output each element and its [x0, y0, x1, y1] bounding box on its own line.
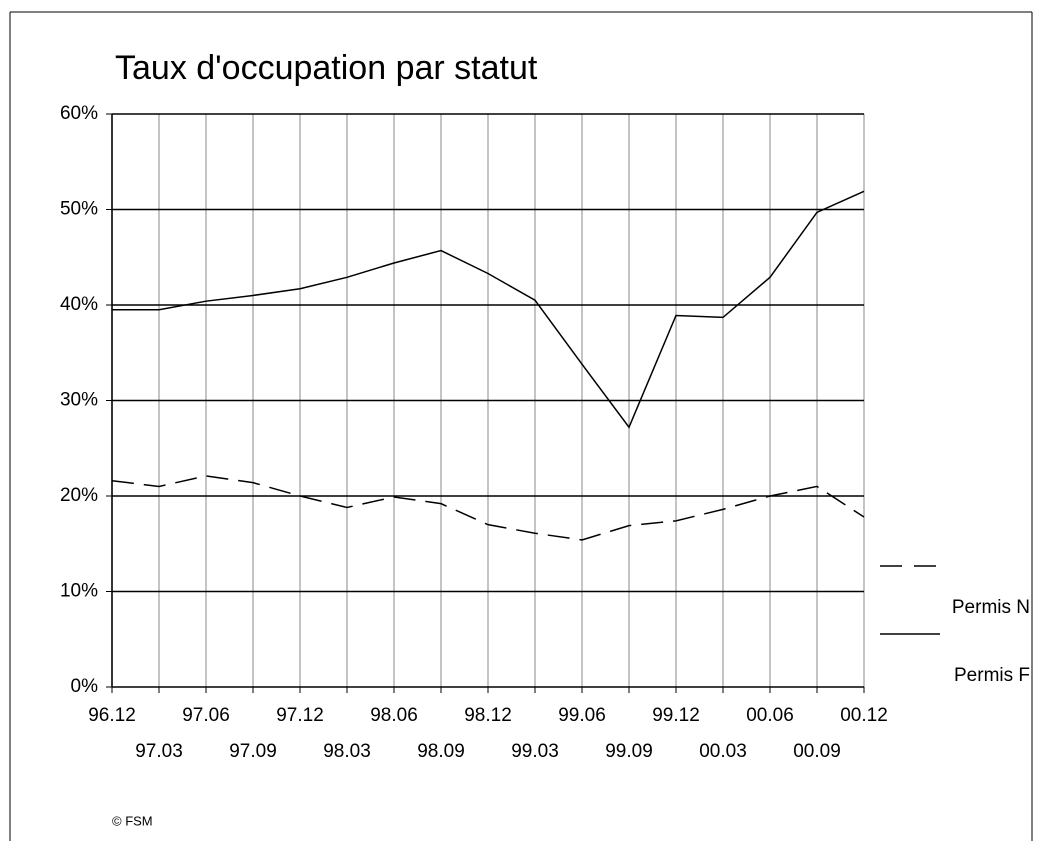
x-tick-label: 99.09: [605, 741, 653, 762]
y-tick-label: 20%: [60, 485, 98, 506]
x-tick-label: 98.12: [464, 705, 512, 726]
y-tick-label: 10%: [60, 581, 98, 602]
y-tick-label: 50%: [60, 199, 98, 220]
x-tick-label: 97.09: [229, 741, 277, 762]
x-tick-label: 96.12: [88, 705, 136, 726]
legend-label: Permis N: [952, 597, 1030, 618]
x-tick-label: 98.03: [323, 741, 371, 762]
x-tick-label: 00.06: [746, 705, 794, 726]
x-tick-label: 97.06: [182, 705, 230, 726]
chart-title: Taux d'occupation par statut: [115, 49, 538, 87]
x-tick-label: 98.06: [370, 705, 418, 726]
y-tick-label: 40%: [60, 294, 98, 315]
x-tick-label: 00.09: [793, 741, 841, 762]
y-tick-label: 0%: [71, 676, 99, 697]
x-tick-label: 99.06: [558, 705, 606, 726]
y-tick-label: 30%: [60, 390, 98, 411]
line-series: [111, 475, 865, 541]
x-tick-label: 99.03: [511, 741, 559, 762]
y-tick-label: 60%: [60, 103, 98, 124]
x-tick-label: 97.12: [276, 705, 324, 726]
x-tick-label: 00.12: [840, 705, 888, 726]
x-tick-label: 99.12: [652, 705, 700, 726]
x-tick-label: 00.03: [699, 741, 747, 762]
x-tick-label: 98.09: [417, 741, 465, 762]
footnote: © FSM: [112, 813, 153, 828]
line-series: [112, 190, 865, 429]
legend-label: Permis F: [954, 665, 1030, 686]
x-tick-label: 97.03: [135, 741, 183, 762]
